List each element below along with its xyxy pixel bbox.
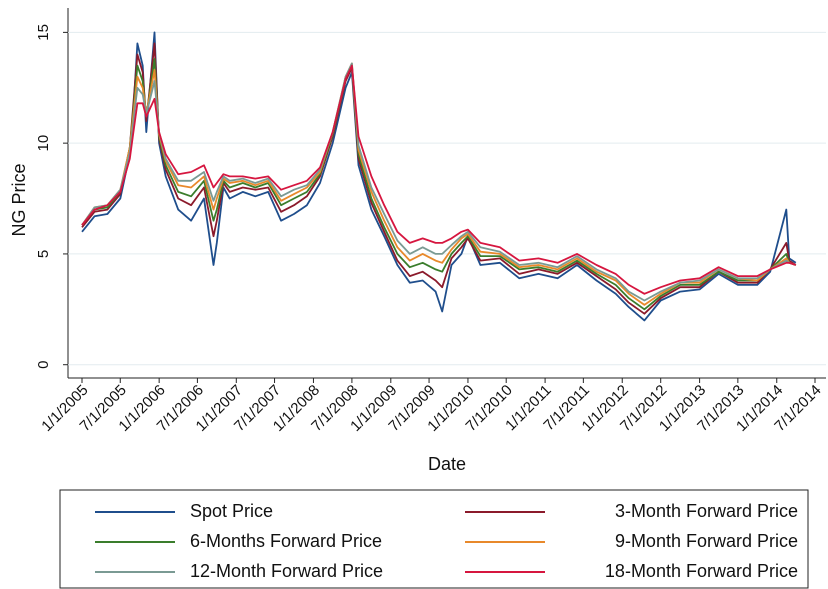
y-tick-label: 10	[35, 135, 52, 152]
legend-label: 12-Month Forward Price	[190, 561, 383, 581]
y-axis-title: NG Price	[9, 163, 29, 236]
legend-label: 18-Month Forward Price	[605, 561, 798, 581]
y-tick-label: 5	[35, 250, 52, 258]
legend-label: 6-Months Forward Price	[190, 531, 382, 551]
series-line	[81, 64, 797, 295]
legend-label: Spot Price	[190, 501, 273, 521]
y-tick-label: 0	[35, 361, 52, 369]
y-tick-label: 15	[35, 24, 52, 41]
x-axis-title: Date	[428, 454, 466, 474]
legend-label: 3-Month Forward Price	[615, 501, 798, 521]
legend-label: 9-Month Forward Price	[615, 531, 798, 551]
legend-box	[59, 489, 809, 589]
